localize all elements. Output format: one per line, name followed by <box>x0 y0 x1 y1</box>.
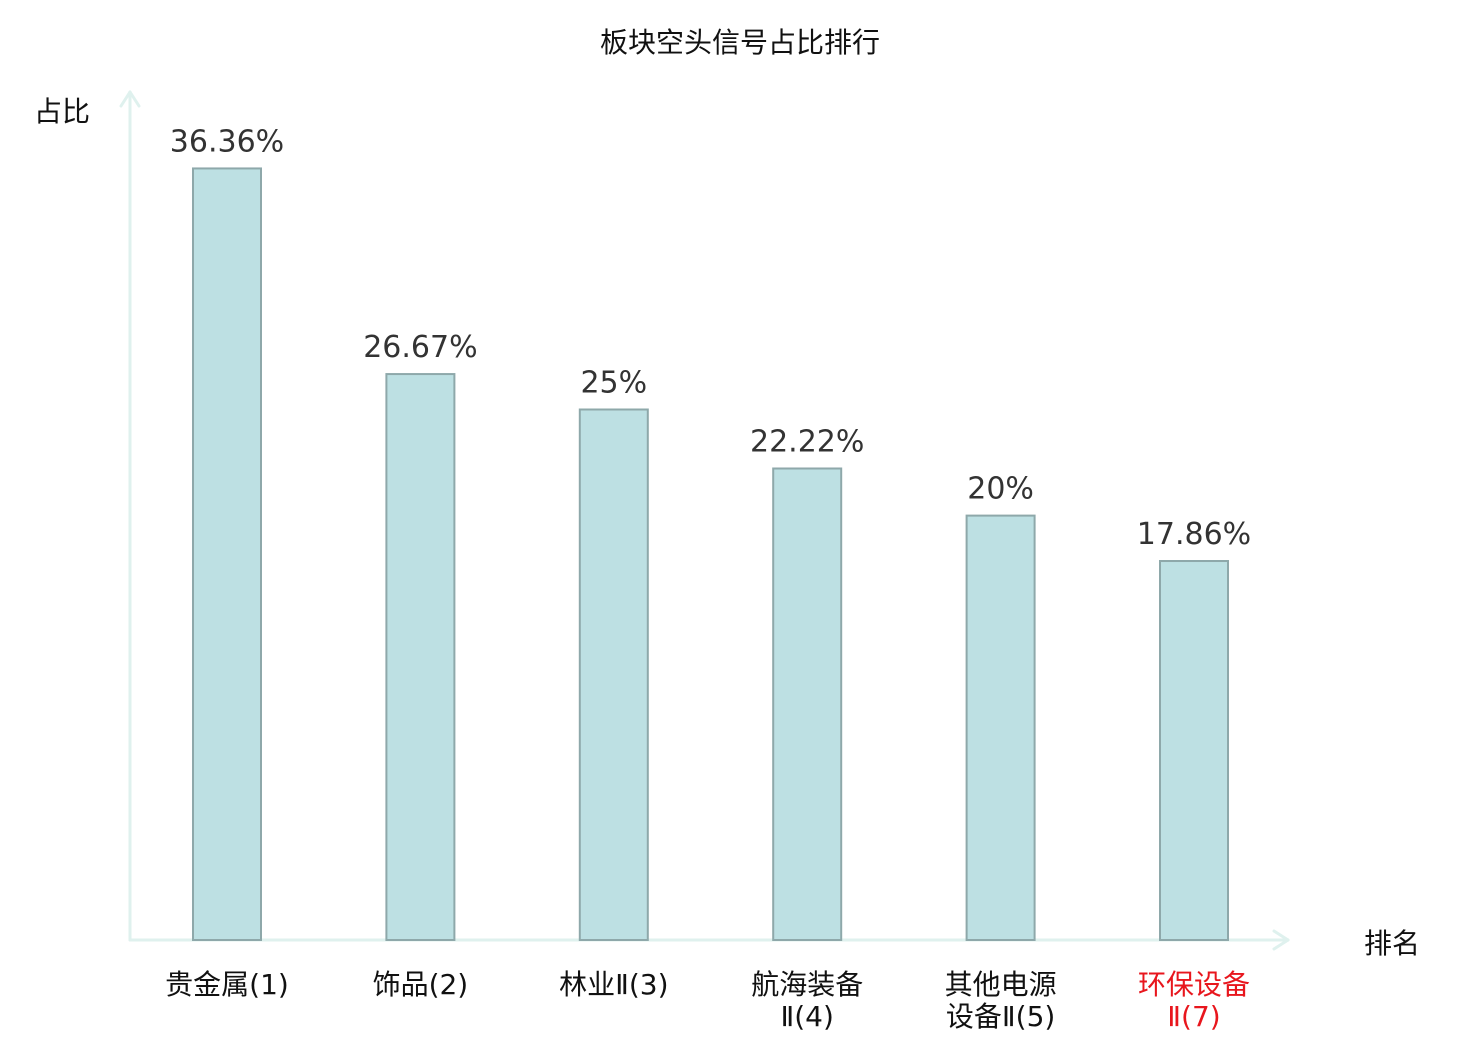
value-label-1: 36.36% <box>170 124 284 159</box>
value-label-6: 17.86% <box>1137 517 1251 552</box>
category-label-1-line-1: 贵金属(1) <box>165 968 289 1001</box>
category-label-6-line-1: 环保设备 <box>1138 968 1250 1001</box>
bar-2 <box>385 373 456 941</box>
category-label-2-line-1: 饰品(2) <box>373 968 469 1001</box>
y-axis-arrow-left <box>119 90 132 108</box>
bar-3 <box>578 408 649 941</box>
bar-5 <box>965 514 1036 941</box>
x-axis-label: 排名 <box>1364 927 1420 960</box>
bar-6 <box>1159 560 1229 941</box>
category-label-4-line-1: 航海装备 <box>751 968 863 1001</box>
chart-title: 板块空头信号占比排行 <box>600 26 880 59</box>
category-label-5-line-2: 设备Ⅱ(5) <box>946 1000 1055 1033</box>
axes <box>119 90 1290 951</box>
y-axis-arrow-right <box>128 90 141 108</box>
value-label-2: 26.67% <box>363 330 477 365</box>
category-label-5-line-1: 其他电源 <box>945 968 1057 1001</box>
bar-1 <box>192 167 262 941</box>
x-axis-arrow-top <box>1272 929 1290 942</box>
value-label-3: 25% <box>580 366 647 401</box>
x-axis-arrow-bottom <box>1272 938 1290 951</box>
value-label-4: 22.22% <box>750 424 864 459</box>
y-axis-label: 占比 <box>34 95 90 128</box>
category-label-4-line-2: Ⅱ(4) <box>780 1000 833 1033</box>
category-label-6-line-2: Ⅱ(7) <box>1167 1000 1220 1033</box>
bar-4 <box>772 467 843 941</box>
bars <box>192 167 1229 941</box>
category-label-3-line-1: 林业Ⅱ(3) <box>559 968 668 1001</box>
value-labels: 36.36% 26.67% 25% 22.22% 20% 17.86% <box>170 124 1251 552</box>
value-label-5: 20% <box>967 472 1034 507</box>
